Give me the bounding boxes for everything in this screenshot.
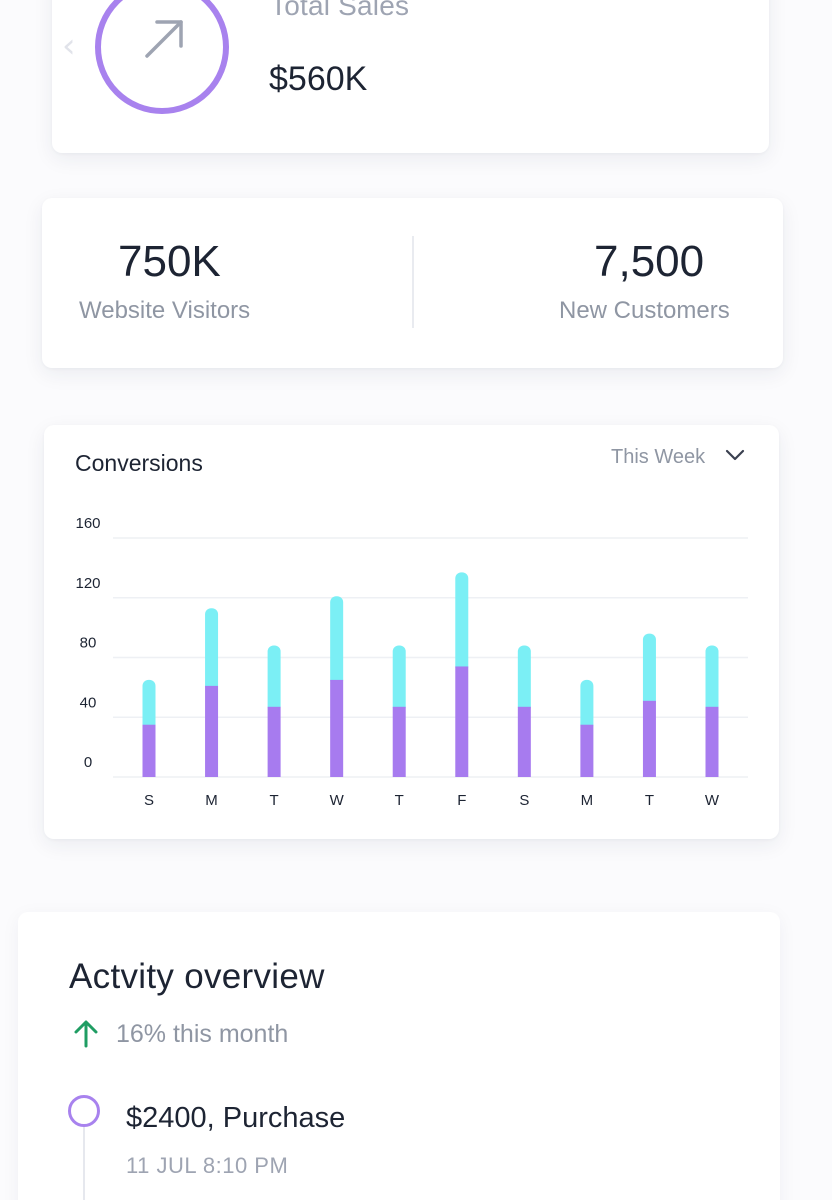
bar-segment-bottom: [455, 666, 469, 777]
bar-segment-top: [705, 645, 719, 713]
total-sales-label: Total Sales: [270, 0, 410, 21]
x-tick-label: M: [205, 792, 218, 809]
bar-segment-bottom: [142, 724, 156, 777]
bar-segment-bottom: [580, 724, 594, 777]
conversions-card: [44, 425, 779, 839]
x-tick-label: T: [645, 792, 654, 809]
x-tick-label: W: [330, 792, 345, 809]
activity-title: Actvity overview: [69, 957, 325, 996]
bar-segment-bottom: [205, 685, 219, 777]
bar-segment-top: [205, 608, 219, 692]
x-tick-label: S: [144, 792, 154, 809]
bar-segment-top: [642, 633, 656, 707]
bar-segment-top: [330, 596, 344, 686]
bar-segment-top: [455, 572, 469, 673]
bar-segment-top: [517, 645, 531, 713]
y-tick-label: 120: [75, 575, 100, 592]
bar-segment-bottom: [330, 679, 344, 777]
chevron-down-icon: [725, 449, 745, 461]
bar-segment-bottom: [642, 700, 656, 777]
period-label: This Week: [611, 446, 706, 468]
bar-segment-bottom: [517, 706, 531, 777]
x-tick-label: W: [705, 792, 720, 809]
timeline-dot: [68, 1095, 100, 1127]
timeline-line: [83, 1126, 85, 1200]
x-tick-label: F: [457, 792, 466, 809]
period-dropdown[interactable]: This Week: [611, 446, 745, 474]
x-tick-label: M: [581, 792, 594, 809]
arrow-up-right-icon: [145, 20, 183, 58]
y-tick-label: 160: [75, 515, 100, 532]
y-tick-label: 80: [80, 635, 97, 652]
bar-segment-top: [267, 645, 281, 713]
x-tick-label: S: [519, 792, 529, 809]
activity-card: [18, 912, 780, 1200]
visitors-value: 750K: [118, 237, 221, 286]
bar-segment-bottom: [392, 706, 406, 777]
trend-text: 16% this month: [116, 1020, 289, 1048]
x-tick-label: T: [270, 792, 279, 809]
x-tick-label: T: [395, 792, 404, 809]
chevron-left-icon[interactable]: ‹: [62, 26, 76, 66]
y-tick-label: 40: [80, 694, 97, 711]
bar-segment-top: [392, 645, 406, 713]
y-tick-label: 0: [84, 754, 92, 771]
sales-icon-ring: [95, 0, 229, 114]
total-sales-value: $560K: [269, 60, 368, 98]
customers-label: New Customers: [559, 297, 730, 324]
arrow-up-icon: [74, 1020, 98, 1048]
bar-segment-bottom: [705, 706, 719, 777]
stats-divider: [412, 236, 414, 328]
bar-segment-bottom: [267, 706, 281, 777]
activity-item-amount[interactable]: $2400, Purchase: [126, 1102, 346, 1134]
visitors-label: Website Visitors: [79, 297, 251, 324]
chart-title: Conversions: [75, 450, 203, 476]
customers-value: 7,500: [594, 237, 705, 286]
bar-segment-top: [142, 679, 156, 731]
bar-segment-top: [580, 679, 594, 731]
activity-item-time: 11 JUL 8:10 PM: [126, 1153, 289, 1178]
